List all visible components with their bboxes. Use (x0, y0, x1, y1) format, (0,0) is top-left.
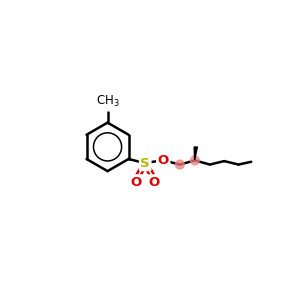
Polygon shape (194, 147, 197, 160)
Text: S: S (140, 157, 150, 170)
Circle shape (176, 160, 184, 169)
Text: O: O (158, 154, 169, 167)
Text: CH$_3$: CH$_3$ (96, 94, 119, 110)
Text: O: O (148, 176, 160, 189)
Text: O: O (131, 176, 142, 189)
Circle shape (190, 156, 199, 165)
